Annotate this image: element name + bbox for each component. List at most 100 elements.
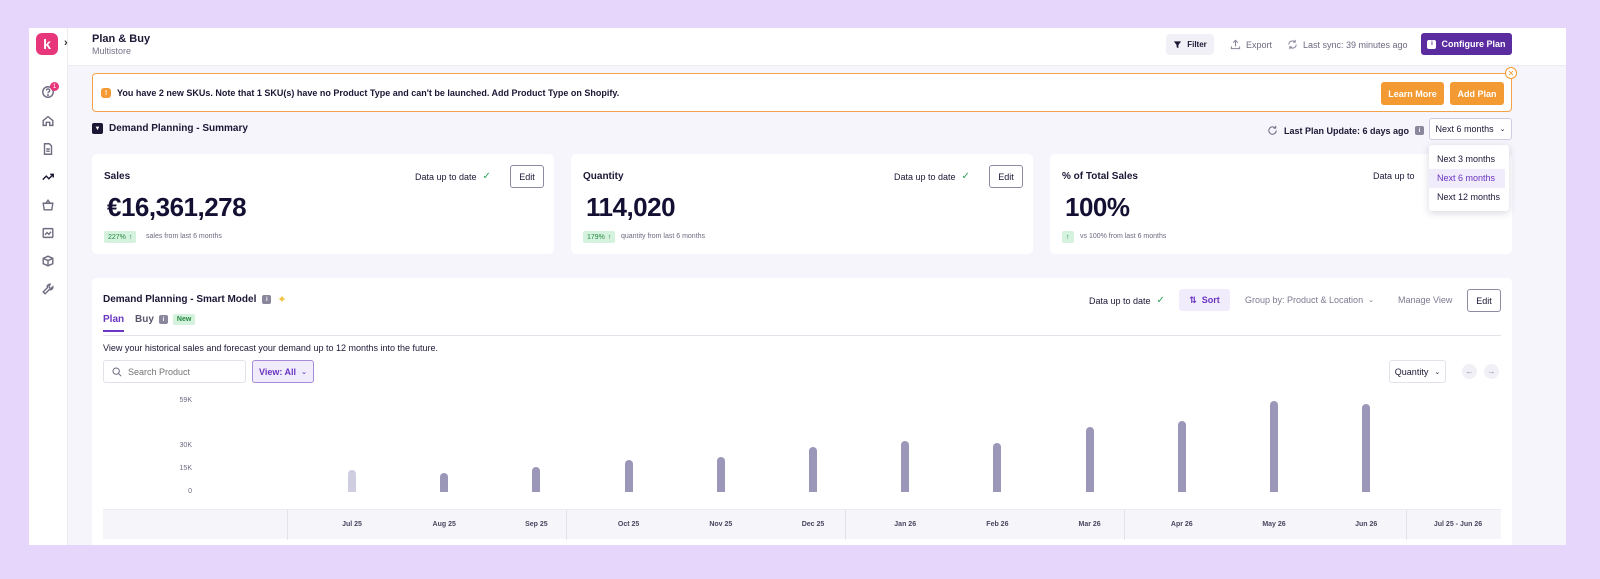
bar-jul-25[interactable] — [348, 470, 356, 492]
metric-select[interactable]: Quantity ⌄ — [1389, 360, 1446, 383]
card-status: Data up to date ✓ — [894, 171, 970, 182]
bar-oct-25[interactable] — [624, 459, 633, 492]
arrow-up-icon: ↑ — [128, 233, 133, 241]
prev-arrow-icon[interactable]: ← — [1462, 364, 1477, 379]
arrow-up-icon: ↑ — [1066, 233, 1070, 241]
x-tick-label: Aug 25 — [432, 521, 456, 528]
last-sync[interactable]: Last sync: 39 minutes ago — [1287, 39, 1408, 50]
period-select[interactable]: Next 6 months ⌄ — [1429, 118, 1512, 140]
y-tick-label: 59K — [179, 397, 192, 404]
x-tick-label: Apr 26 — [1170, 521, 1193, 528]
basket-icon[interactable] — [40, 197, 56, 213]
x-axis: Jul 25 Aug 25 Sep 25 Oct 25 Nov 25 Dec 25 Jan … — [103, 509, 1501, 540]
warning-icon: ! — [101, 88, 111, 98]
chevron-down-icon: ⌄ — [1434, 368, 1441, 376]
last-update-label: Last Plan Update: 6 days ago — [1284, 125, 1410, 136]
sync-label: Last sync: 39 minutes ago — [1303, 39, 1408, 50]
tools-icon[interactable] — [40, 281, 56, 297]
change-badge: 179% ↑ — [583, 231, 616, 243]
summary-title: Demand Planning - Summary — [109, 123, 248, 134]
change-badge: ↑ — [1062, 231, 1074, 243]
top-bar: Plan & Buy Multistore Filter Export Last… — [68, 28, 1566, 66]
smart-model-panel: Demand Planning - Smart Model i ✦ Data u… — [92, 278, 1512, 545]
sort-icon: ⇅ — [1189, 294, 1197, 305]
x-tick-label: Dec 25 — [801, 521, 825, 528]
info-icon[interactable]: i — [262, 295, 272, 304]
next-arrow-icon[interactable]: → — [1484, 364, 1499, 379]
help-icon[interactable] — [40, 84, 56, 100]
column-divider — [1406, 510, 1407, 540]
x-tick-label: Oct 25 — [617, 521, 640, 528]
add-plan-button[interactable]: Add Plan — [1450, 82, 1504, 105]
tab-buy-label: Buy — [135, 314, 154, 325]
refresh-icon[interactable] — [1267, 125, 1278, 136]
info-icon[interactable]: i — [1415, 126, 1425, 135]
home-icon[interactable] — [40, 113, 56, 129]
y-tick-label: 15K — [179, 464, 192, 472]
bar-dec-25[interactable] — [809, 447, 817, 492]
report-icon[interactable] — [40, 225, 56, 241]
configure-label: Configure Plan — [1441, 39, 1506, 49]
status-label: Data up to date — [894, 171, 956, 182]
x-tick-label: Jan 26 — [894, 521, 917, 528]
summary-section-header[interactable]: ▼ Demand Planning - Summary — [92, 123, 248, 134]
export-button[interactable]: Export — [1230, 39, 1272, 50]
quantity-card: Quantity Data up to date ✓ Edit 114,020 … — [571, 154, 1033, 254]
tab-buy[interactable]: Buy i New — [135, 314, 196, 325]
expand-sidebar-icon[interactable]: › — [64, 37, 68, 49]
search-field[interactable] — [103, 360, 246, 383]
collapse-icon[interactable]: ▼ — [92, 123, 103, 134]
bar-apr-26[interactable] — [1177, 421, 1186, 492]
edit-button[interactable]: Edit — [510, 165, 544, 188]
column-divider — [287, 510, 288, 540]
sales-card: Sales Data up to date ✓ Edit €16,361,278… — [92, 154, 554, 254]
filter-button[interactable]: Filter — [1166, 34, 1214, 55]
bar-aug-25[interactable] — [440, 473, 449, 492]
card-status: Data up to — [1373, 171, 1415, 181]
x-tick-label: Feb 26 — [986, 521, 1009, 528]
tab-plan[interactable]: Plan — [103, 314, 125, 332]
filter-label: Filter — [1187, 40, 1207, 49]
group-by-select[interactable]: Group by: Product & Location ⌄ — [1245, 295, 1374, 305]
period-option-3[interactable]: Next 3 months — [1437, 154, 1496, 164]
bar-jan-26[interactable] — [901, 441, 910, 492]
app-logo[interactable]: k — [36, 33, 58, 55]
document-icon[interactable] — [40, 141, 56, 157]
column-divider — [566, 510, 567, 540]
search-input[interactable] — [128, 366, 238, 377]
sort-button[interactable]: ⇅ Sort — [1179, 289, 1230, 311]
bar-mar-26[interactable] — [1085, 427, 1094, 492]
configure-plan-button[interactable]: i Configure Plan — [1421, 33, 1512, 55]
page-subtitle: Multistore — [92, 46, 132, 56]
view-filter-button[interactable]: View: All ⌄ — [252, 360, 314, 383]
period-option-12[interactable]: Next 12 months — [1437, 192, 1501, 202]
card-title: Quantity — [583, 171, 624, 182]
bar-nov-25[interactable] — [716, 456, 725, 492]
period-option-6[interactable]: Next 6 months — [1429, 169, 1505, 188]
manage-view-button[interactable]: Manage View — [1398, 295, 1453, 305]
bar-may-26[interactable] — [1270, 401, 1278, 492]
card-title: % of Total Sales — [1062, 171, 1138, 182]
trending-icon[interactable] — [40, 169, 56, 185]
view-label: View: All — [259, 366, 297, 377]
x-tick-label: Jun 26 — [1355, 521, 1378, 528]
learn-more-button[interactable]: Learn More — [1381, 82, 1444, 105]
bar-sep-25[interactable] — [532, 467, 541, 492]
close-icon[interactable]: ✕ — [1505, 67, 1517, 79]
bar-jun-26[interactable] — [1362, 404, 1371, 492]
smart-model-title: Demand Planning - Smart Model — [103, 294, 257, 305]
x-tick-label: Jul 25 — [342, 521, 362, 528]
edit-button[interactable]: Edit — [1467, 289, 1501, 312]
card-note: vs 100% from last 6 months — [1080, 233, 1167, 240]
change-value: 179% — [587, 233, 605, 241]
last-plan-update: Last Plan Update: 6 days ago i — [1267, 125, 1425, 136]
bar-feb-26[interactable] — [993, 442, 1002, 492]
page-title: Plan & Buy — [92, 33, 151, 45]
x-tick-label: May 26 — [1262, 521, 1286, 528]
info-icon[interactable]: i — [158, 315, 168, 324]
card-note: quantity from last 6 months — [621, 233, 706, 240]
edit-button[interactable]: Edit — [989, 165, 1023, 188]
period-selected: Next 6 months — [1435, 124, 1494, 134]
box-icon[interactable] — [40, 253, 56, 269]
upload-icon — [1230, 39, 1241, 50]
